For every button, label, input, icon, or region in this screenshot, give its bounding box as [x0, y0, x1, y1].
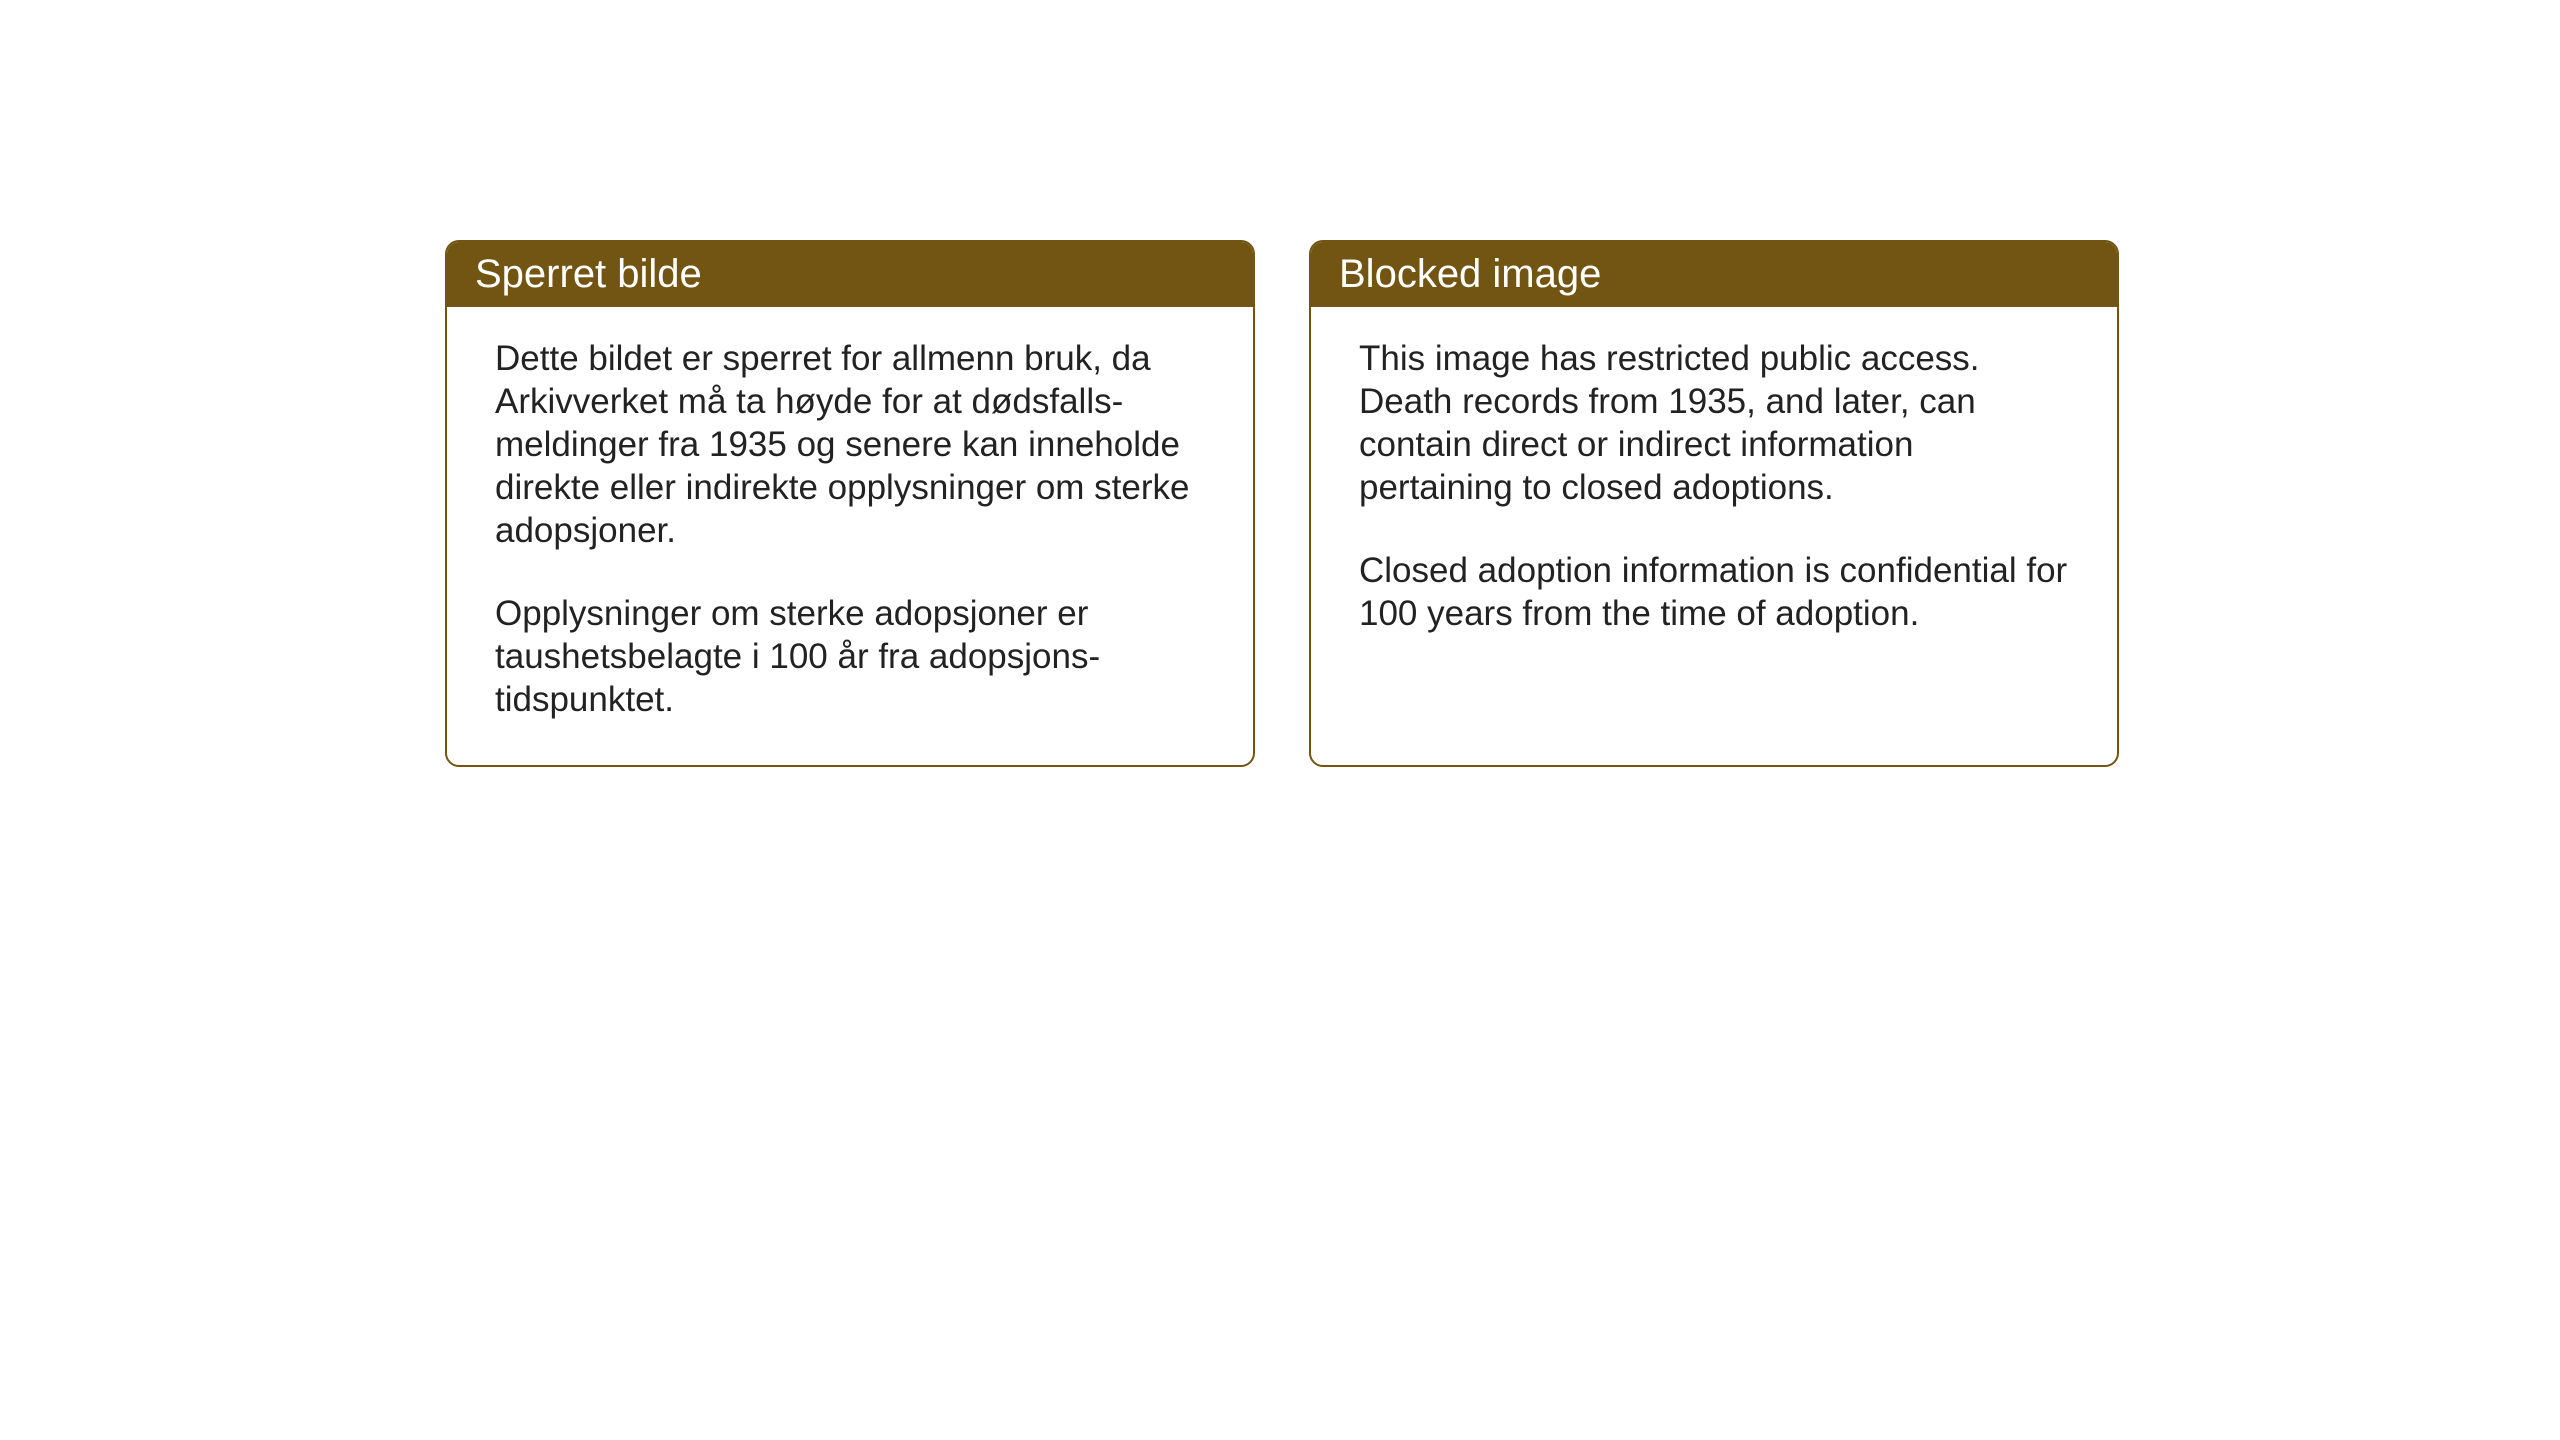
card-paragraph: Closed adoption information is confident…: [1359, 549, 2069, 635]
info-card-norwegian: Sperret bilde Dette bildet er sperret fo…: [445, 240, 1255, 767]
card-paragraph: Opplysninger om sterke adopsjoner er tau…: [495, 592, 1205, 721]
card-title: Blocked image: [1339, 252, 1601, 296]
card-header: Blocked image: [1311, 242, 2117, 307]
info-cards-container: Sperret bilde Dette bildet er sperret fo…: [445, 240, 2119, 767]
card-paragraph: This image has restricted public access.…: [1359, 337, 2069, 509]
info-card-english: Blocked image This image has restricted …: [1309, 240, 2119, 767]
card-header: Sperret bilde: [447, 242, 1253, 307]
card-body: This image has restricted public access.…: [1311, 307, 2117, 727]
card-paragraph: Dette bildet er sperret for allmenn bruk…: [495, 337, 1205, 552]
card-title: Sperret bilde: [475, 252, 702, 296]
card-body: Dette bildet er sperret for allmenn bruk…: [447, 307, 1253, 765]
